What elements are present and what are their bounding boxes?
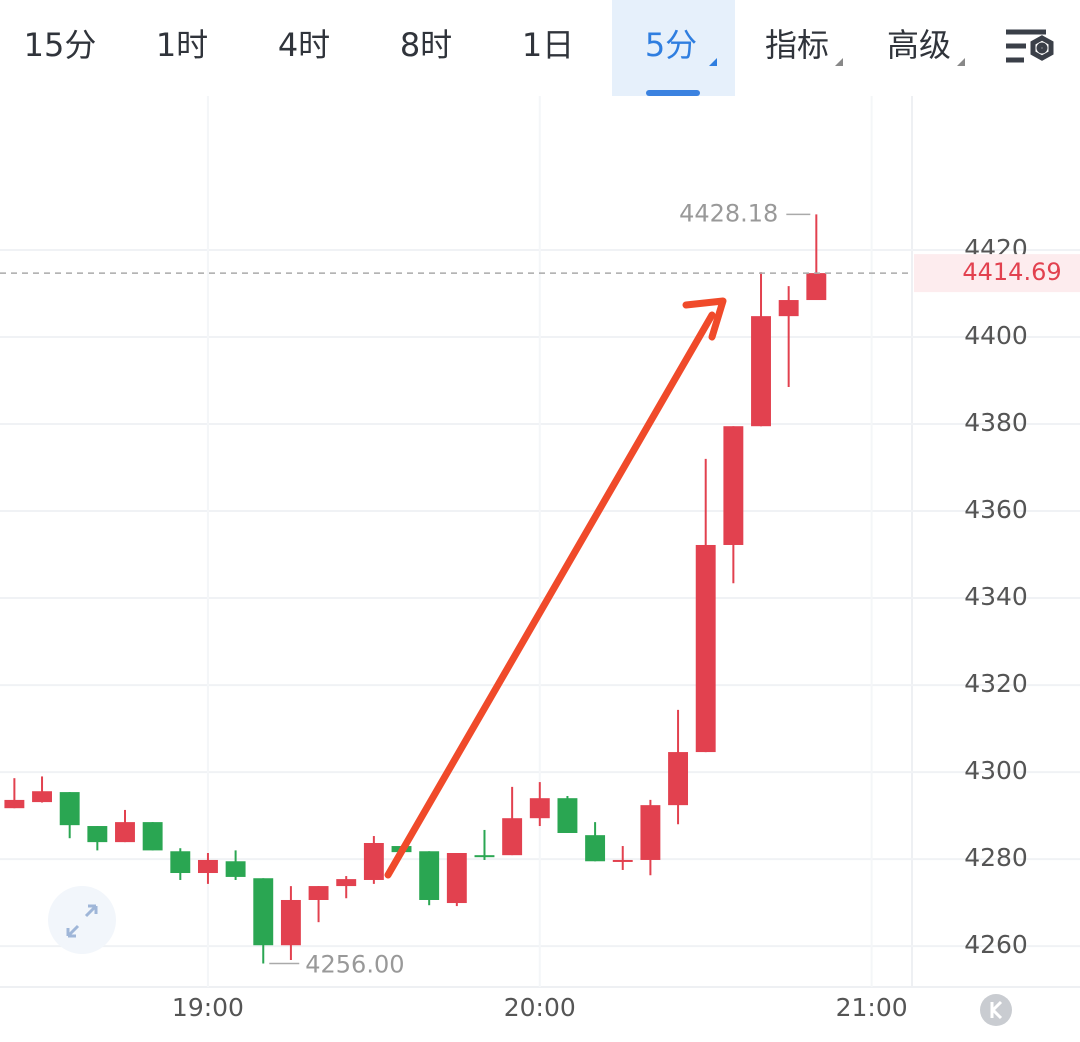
tab[interactable]: 4时	[278, 26, 330, 64]
candle-body	[32, 791, 52, 803]
k-glyph	[990, 1000, 1003, 1020]
y-tick-label: 4400	[964, 321, 1028, 350]
candle-body	[142, 822, 163, 851]
candle-body	[253, 878, 274, 946]
candle-body	[585, 835, 606, 862]
zoom-glyph	[66, 904, 98, 938]
tab[interactable]: 1时	[156, 26, 208, 64]
plot: 42604280430043204340436043804400442019:0…	[0, 96, 1080, 1022]
candle-body	[723, 426, 744, 545]
dropdown-caret	[709, 58, 717, 66]
candle-body	[363, 842, 384, 880]
y-tick-label: 4300	[964, 756, 1028, 785]
candle-body	[806, 273, 827, 301]
candle-body	[87, 826, 108, 843]
y-tick-label: 4360	[964, 495, 1028, 524]
active-tab-indicator	[646, 90, 700, 96]
candle-body	[59, 792, 80, 826]
y-tick-label: 4380	[964, 408, 1028, 437]
candle-body	[502, 818, 523, 856]
y-tick-label: 4320	[964, 669, 1028, 698]
dropdown-caret	[835, 58, 843, 66]
tab[interactable]: 高级	[887, 26, 951, 64]
x-tick-label: 19:00	[172, 993, 244, 1022]
icon-hex	[1030, 35, 1054, 61]
candle-body	[419, 851, 440, 900]
candle-body	[446, 853, 467, 904]
candle-body	[197, 859, 218, 874]
dropdown-caret	[957, 58, 965, 66]
tab-bar: 15分 1时 4时 8时 1日 5分 指标 高级	[24, 26, 965, 66]
candle-body	[612, 859, 633, 862]
x-tick-label: 20:00	[504, 993, 576, 1022]
candle-body	[557, 798, 578, 833]
tab[interactable]: 5分	[645, 26, 697, 64]
candle-body	[115, 822, 135, 843]
candle-body	[529, 798, 550, 819]
y-tick-label: 4260	[964, 930, 1028, 959]
k-button[interactable]	[980, 994, 1012, 1026]
settings-icon[interactable]	[1006, 29, 1054, 63]
active-tab-bg	[612, 0, 735, 96]
arrow-shaft	[384, 311, 716, 879]
candle-body	[751, 316, 771, 427]
candle-body	[695, 544, 716, 753]
zoom-button[interactable]	[48, 886, 116, 954]
tab[interactable]: 指标	[765, 26, 829, 64]
candle-body	[640, 805, 661, 860]
candle-body	[474, 855, 495, 858]
last-price-bg	[914, 254, 1080, 293]
y-tick-label: 4280	[964, 843, 1028, 872]
candle-body	[170, 851, 191, 874]
low-label: 4256.00	[305, 951, 404, 979]
candle-body	[336, 879, 357, 887]
candle-body	[225, 861, 246, 877]
tab[interactable]: 1日	[522, 26, 574, 64]
candle-body	[308, 886, 329, 900]
icon-dot	[1036, 42, 1048, 54]
tab[interactable]: 8时	[400, 26, 452, 64]
candle-body	[280, 899, 301, 946]
trend-arrow	[384, 297, 727, 879]
tab[interactable]: 15分	[24, 26, 97, 64]
last-price-label: 4414.69	[962, 258, 1061, 286]
candle-body	[778, 300, 799, 317]
candle-body	[4, 799, 25, 809]
y-tick-label: 4340	[964, 582, 1028, 611]
k-bg	[980, 994, 1012, 1026]
candle-body	[668, 752, 689, 806]
zoom-bg	[48, 886, 116, 954]
arrow-head	[682, 297, 727, 341]
x-tick-label: 21:00	[836, 993, 908, 1022]
high-label: 4428.18	[679, 199, 778, 227]
